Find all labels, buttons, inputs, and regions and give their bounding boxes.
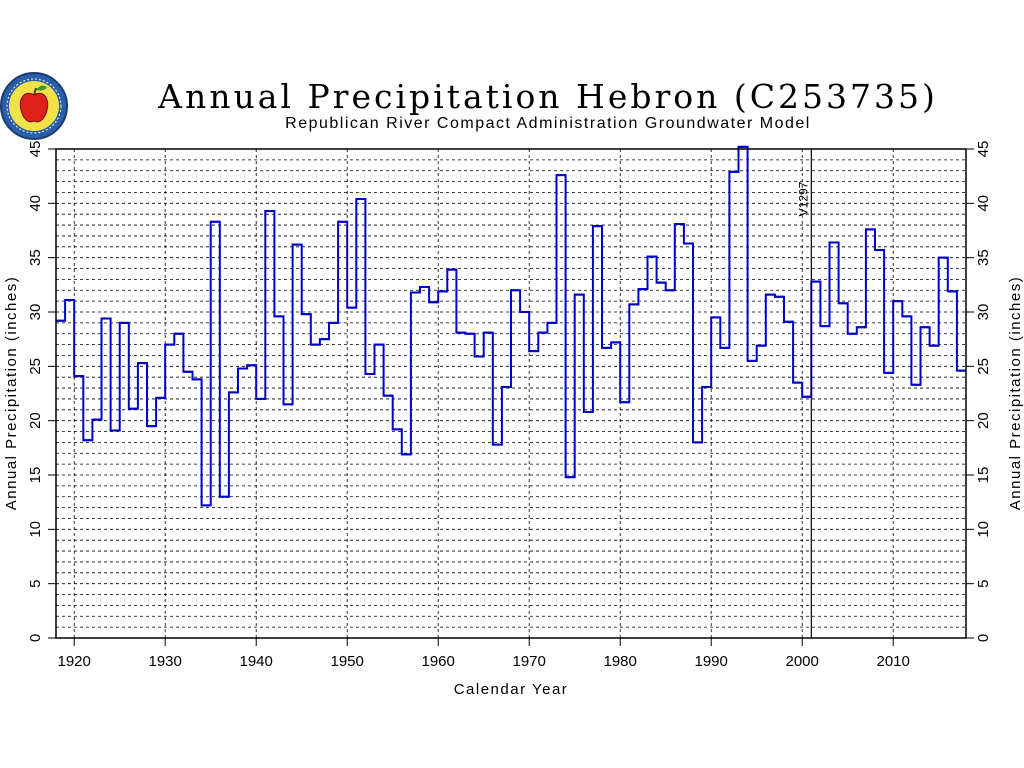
x-tick-label: 1920 — [58, 653, 91, 670]
x-tick-label: 1940 — [240, 653, 273, 670]
y-tick-label-left: 40 — [27, 195, 44, 212]
y-tick-label-right: 25 — [975, 358, 992, 375]
x-axis-label: Calendar Year — [454, 681, 569, 698]
annotation-label: V1297 — [796, 181, 810, 216]
x-tick-label: 1960 — [422, 653, 455, 670]
x-tick-label: 1970 — [513, 653, 546, 670]
y-tick-label-right: 10 — [975, 521, 992, 538]
y-tick-label-left: 45 — [27, 141, 44, 158]
x-tick-label: 1950 — [331, 653, 364, 670]
y-tick-label-left: 15 — [27, 467, 44, 484]
y-tick-label-left: 25 — [27, 358, 44, 375]
y-axis-right: 0 5 10 15 20 25 30 35 40 45 — [966, 141, 992, 642]
plot-grid — [56, 149, 966, 638]
y-tick-label-left: 35 — [27, 249, 44, 266]
y-tick-label-right: 5 — [975, 579, 992, 587]
y-axis-label-right: Annual Precipitation (inches) — [1007, 276, 1024, 510]
chart-title: Annual Precipitation Hebron (C253735) — [157, 77, 938, 116]
x-tick-label: 1930 — [149, 653, 182, 670]
chart-subtitle: Republican River Compact Administration … — [285, 115, 811, 132]
y-tick-label-right: 15 — [975, 467, 992, 484]
annotation-layer: V1297 — [796, 149, 812, 638]
rrca-logo — [0, 72, 68, 140]
x-tick-label: 1980 — [604, 653, 637, 670]
x-axis: 1920 1930 1940 1950 1960 1970 1980 1990 2000 2010 — [58, 638, 910, 670]
y-tick-label-right: 30 — [975, 304, 992, 321]
y-tick-label-right: 35 — [975, 249, 992, 266]
y-tick-label-left: 30 — [27, 304, 44, 321]
y-tick-label-left: 10 — [27, 521, 44, 538]
x-tick-label: 2000 — [786, 653, 819, 670]
y-tick-label-right: 0 — [975, 634, 992, 642]
y-tick-label-left: 0 — [27, 634, 44, 642]
y-tick-label-right: 20 — [975, 412, 992, 429]
y-tick-label-right: 45 — [975, 141, 992, 158]
y-axis-label-left: Annual Precipitation (inches) — [3, 276, 20, 510]
y-tick-label-left: 20 — [27, 412, 44, 429]
x-tick-label: 2010 — [877, 653, 910, 670]
y-axis-left: 0 5 10 15 20 25 30 35 40 45 — [27, 141, 56, 642]
x-tick-label: 1990 — [695, 653, 728, 670]
y-tick-label-right: 40 — [975, 195, 992, 212]
plot-frame — [55, 148, 967, 639]
y-tick-label-left: 5 — [27, 579, 44, 587]
series-layer — [56, 145, 966, 507]
